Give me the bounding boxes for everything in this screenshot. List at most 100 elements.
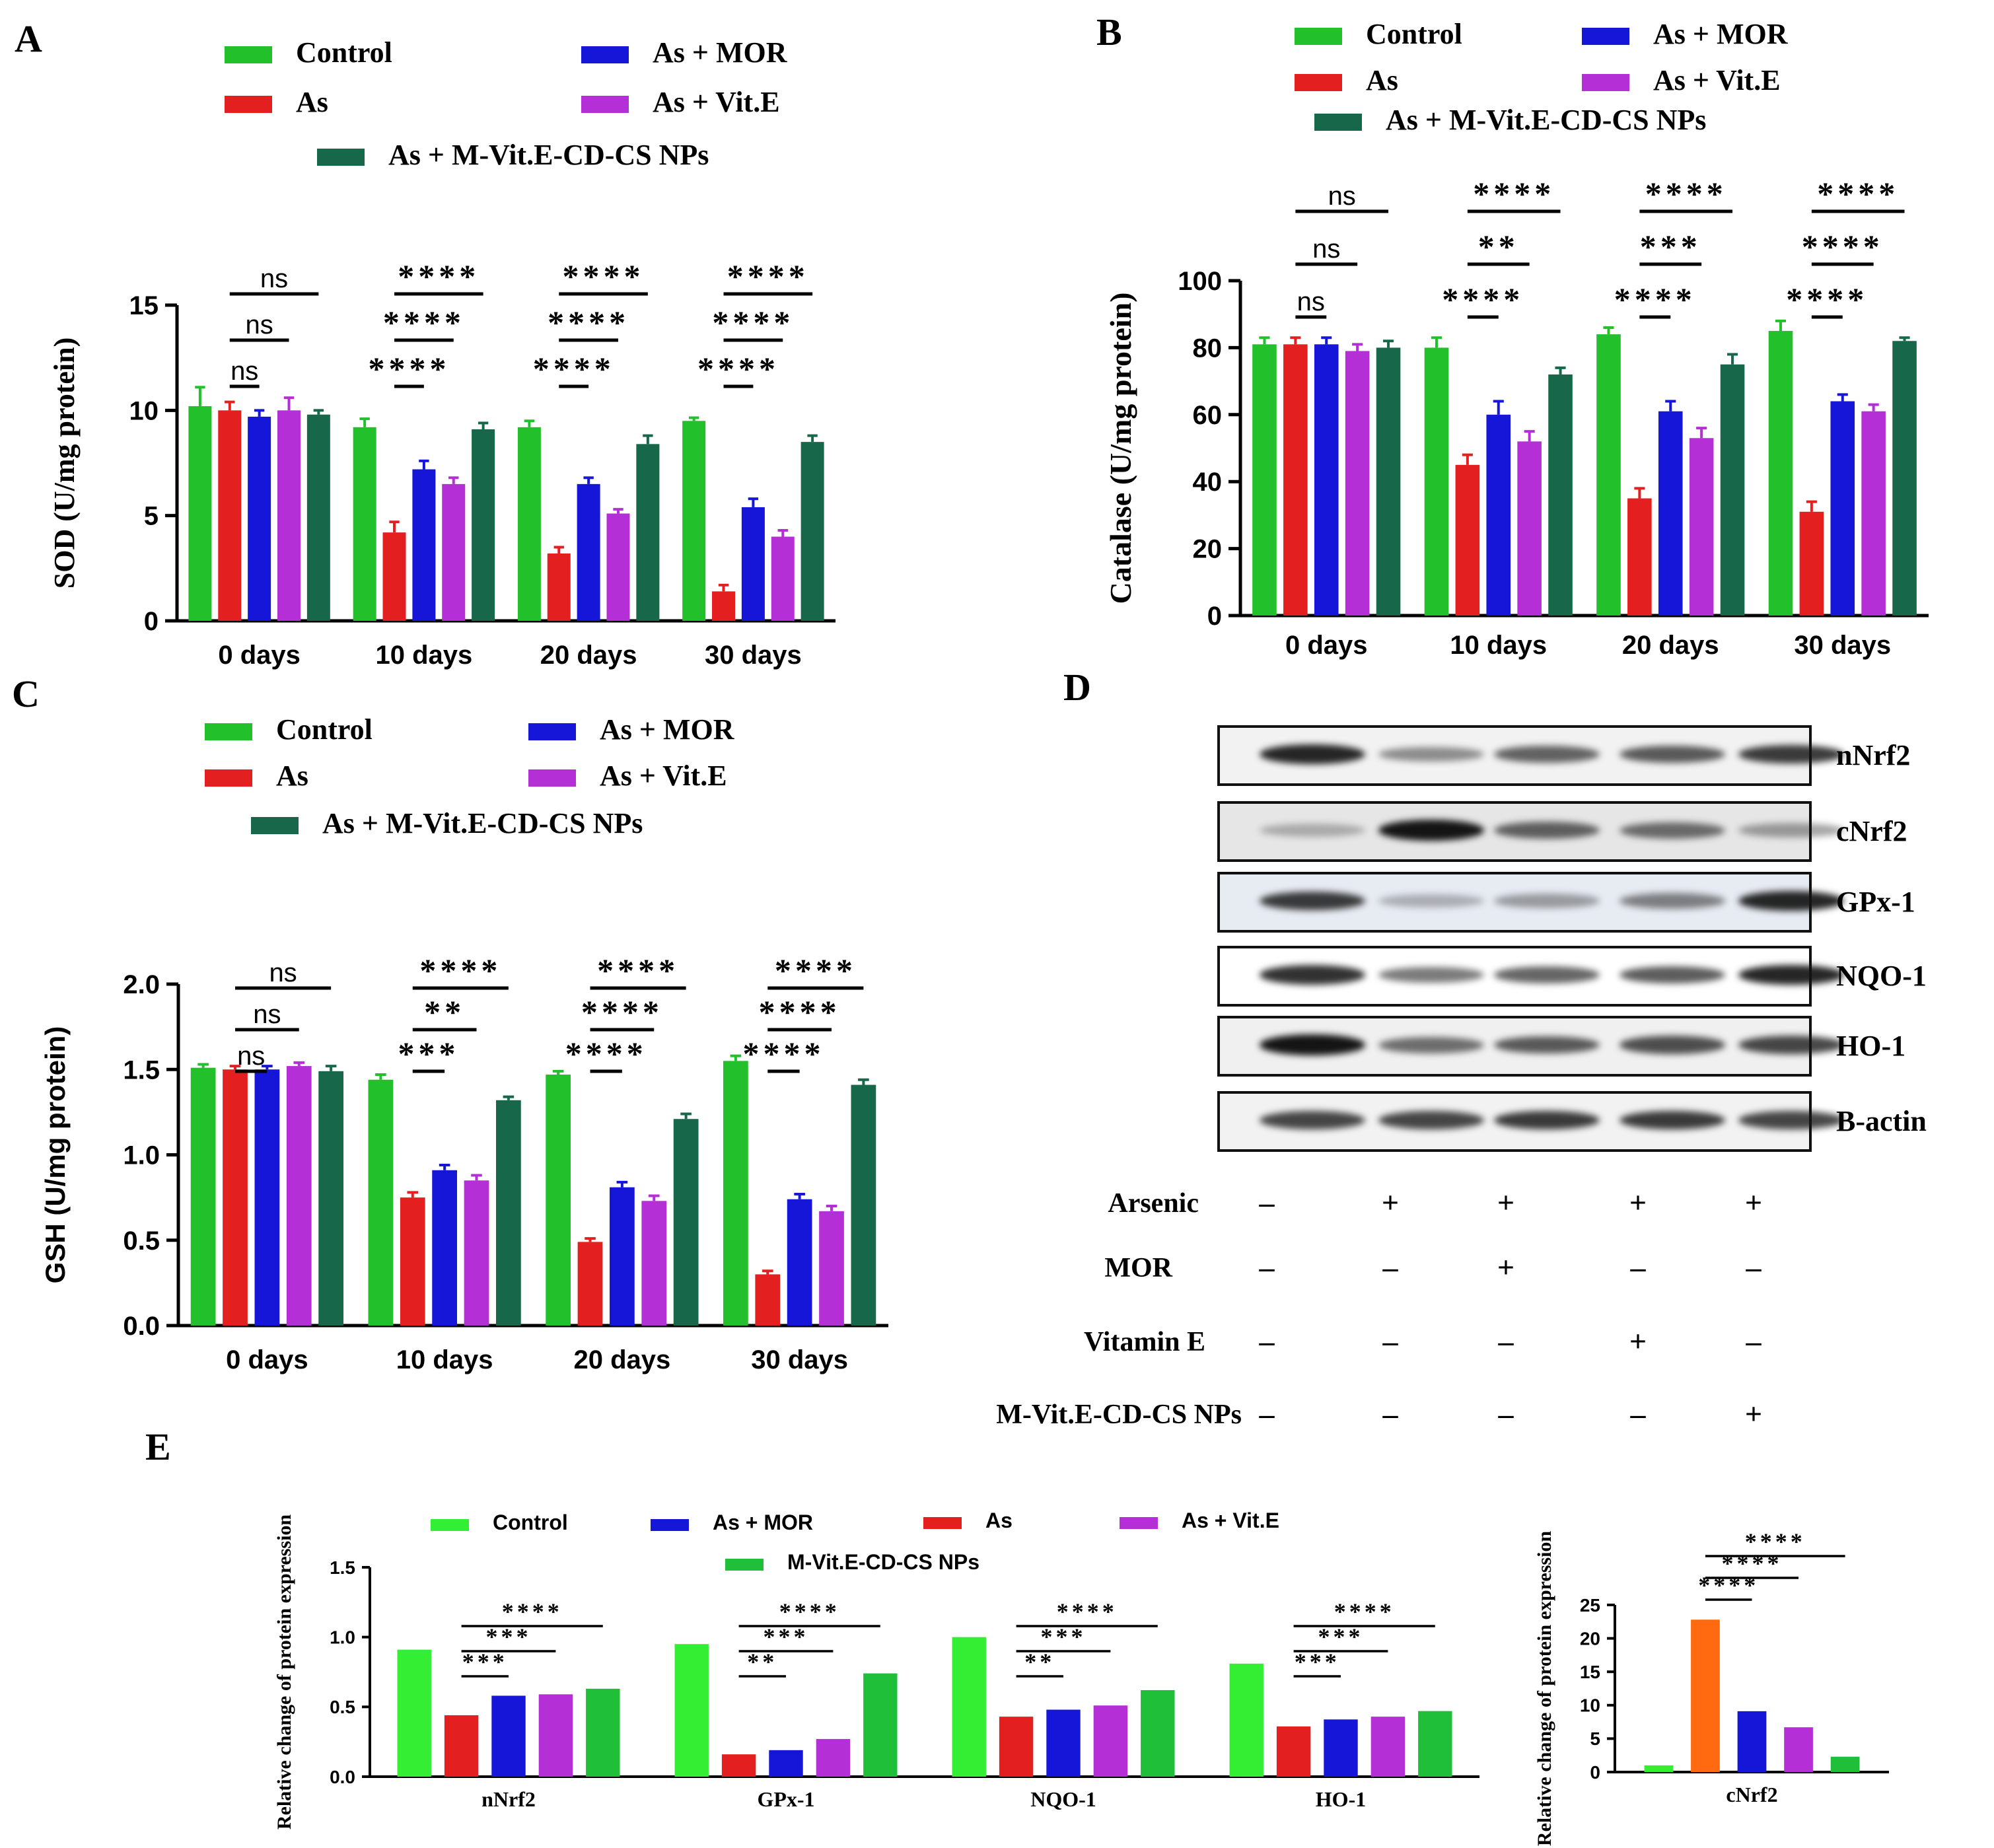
blot-row-nNrf2 [1217,725,1844,786]
panel-c-y-tick-label: 0.0 [123,1312,160,1341]
panel-c-significance-mark: **** [742,1035,824,1072]
panel-b-significance-mark: *** [1640,228,1701,265]
panel-c-bar-nps-3 [851,1084,876,1326]
panel-b-category-label: 20 days [1622,631,1719,660]
panel-b-y-tick-label: 60 [1193,401,1223,430]
blot-band [1494,894,1600,908]
panel-c-y-tick-label: 1.0 [123,1141,160,1170]
blot-band [1260,1034,1365,1055]
panel-c-significance-mark: **** [565,1035,647,1072]
panel-c-legend-swatch-2 [205,769,252,787]
protein-label-B-actin: B-actin [1836,1105,1927,1137]
panel-a-significance-mark: **** [383,304,465,341]
panel-a-bar-as-0 [218,410,242,621]
panel-b-significance-mark: **** [1817,175,1899,212]
blot-row-HO-1 [1217,1016,1844,1077]
minus-sign: – [1498,1397,1514,1431]
plus-sign: + [1744,1186,1763,1219]
panel-a-significance-mark: **** [563,258,645,295]
panel-c-bar-mor-3 [787,1199,812,1326]
panel-letter-D: D [1063,666,1091,709]
panel-e-left-bar-e_control-3 [1229,1663,1264,1777]
blot-band [1378,966,1484,983]
panel-letter-B: B [1096,11,1122,53]
panel-a-legend-swatch-0 [225,46,272,63]
panel-b-legend-label-0: Control [1366,18,1462,50]
panel-c-significance-mark: **** [581,993,663,1030]
panel-letter-A: A [15,17,42,60]
panel-c-significance-mark: **** [419,952,501,989]
panel-b-legend-label-2: As [1366,64,1398,96]
panel-a-bar-as-1 [382,532,406,621]
panel-c-legend-swatch-4 [251,817,299,834]
minus-sign: – [1259,1397,1275,1431]
blot-band [1378,1111,1484,1129]
panel-c-bar-control-2 [546,1075,571,1326]
panel-a-bar-vite-2 [606,513,630,621]
panel-c-bar-as-0 [223,1069,248,1326]
blot-band [1620,822,1725,839]
panel-b-bar-control-1 [1424,347,1449,616]
panel-a-legend-swatch-3 [581,96,629,113]
blot-band [1378,820,1484,841]
panel-b-bar-as-0 [1283,344,1308,616]
panel-b-bar-as-3 [1799,511,1824,616]
panel-b-legend-swatch-1 [1582,28,1629,45]
panel-b-legend-swatch-2 [1295,74,1342,91]
panel-e-right-bar-e_nps-0 [1830,1756,1860,1772]
blot-band [1738,965,1844,985]
panel-a-category-label: 0 days [218,641,301,670]
panel-c-significance-mark: ns [253,1000,281,1029]
panel-a-legend-label-2: As [296,86,328,118]
panel-a-bar-vite-0 [277,410,301,621]
panel-c-bar-mor-2 [610,1187,635,1326]
panel-e-left-bar-vite-0 [538,1694,573,1777]
panel-b-bar-control-2 [1596,334,1621,616]
panel-b-significance-mark: **** [1802,228,1884,265]
panel-c-legend-label-0: Control [276,713,373,746]
panel-a-legend-label-0: Control [296,36,392,69]
minus-sign: – [1259,1186,1275,1219]
panel-e-left-bar-e_control-2 [952,1637,986,1777]
panel-a-legend-swatch-2 [225,96,272,113]
panel-e-right-bar-vite-0 [1784,1727,1813,1772]
panel-a-legend-label-3: As + Vit.E [653,86,780,118]
panel-a-bar-vite-3 [771,536,795,621]
blot-band [1738,744,1844,764]
panel-c-bar-vite-1 [464,1180,489,1326]
minus-sign: – [1259,1324,1275,1358]
panel-b-bar-control-3 [1768,331,1793,616]
blot-band [1494,1036,1600,1054]
blot-row-NQO-1 [1217,946,1844,1007]
panel-c-category-label: 10 days [396,1345,493,1374]
minus-sign: – [1630,1397,1646,1431]
panel-a-significance-mark: ns [260,264,288,293]
panel-e-right-y-tick-label: 5 [1590,1728,1600,1749]
panel-e-legend-label-1: As + MOR [713,1510,813,1534]
blot-band [1620,745,1725,764]
blot-band [1494,746,1600,763]
panel-b-significance-mark: ** [1478,228,1519,265]
panel-b-legend-label-4: As + M-Vit.E-CD-CS NPs [1386,104,1706,136]
panel-c-category-label: 0 days [226,1345,308,1374]
panel-b-bar-as-1 [1455,464,1480,616]
plus-sign: + [1381,1186,1400,1219]
panel-a-bar-control-0 [188,406,212,621]
panel-b-significance-mark: **** [1442,281,1524,318]
panel-c-bar-control-0 [190,1067,216,1326]
panel-c-significance-mark: **** [759,993,841,1030]
panel-a-category-label: 10 days [375,641,472,670]
panel-a-significance-mark: ns [231,357,258,386]
blot-band [1620,1110,1725,1130]
blot-band [1260,1111,1365,1129]
minus-sign: – [1746,1324,1762,1358]
panel-e-legend-swatch-0 [431,1519,469,1531]
panel-e-left-bar-as-1 [721,1754,756,1777]
panel-a-bar-nps-0 [306,414,330,621]
panel-c-bar-nps-0 [318,1071,343,1326]
treatment-label: MOR [1104,1253,1172,1283]
panel-letter-E: E [145,1425,171,1468]
panel-b-bar-nps-0 [1376,347,1401,616]
protein-label-cNrf2: cNrf2 [1836,815,1907,847]
